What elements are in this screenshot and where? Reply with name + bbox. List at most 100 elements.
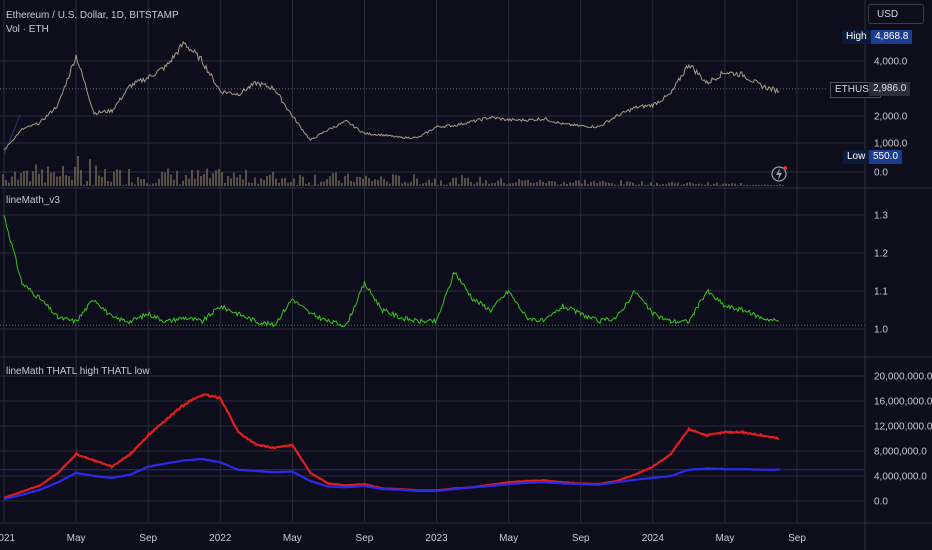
volume-bar bbox=[692, 183, 694, 186]
volume-bar bbox=[635, 185, 637, 186]
thatl-low-line[interactable] bbox=[3, 457, 781, 501]
volume-bar bbox=[158, 178, 160, 186]
volume-bar bbox=[560, 184, 562, 186]
volume-bar bbox=[20, 173, 22, 186]
volume-bar bbox=[566, 183, 568, 186]
volume-bar bbox=[713, 183, 715, 186]
volume-bar bbox=[764, 184, 766, 186]
ratio-line[interactable] bbox=[3, 215, 780, 328]
volume-bar bbox=[284, 177, 286, 186]
volume-bar bbox=[83, 184, 85, 186]
volume-bar bbox=[23, 171, 25, 186]
volume-bar bbox=[464, 178, 466, 186]
volume-bar bbox=[206, 168, 208, 186]
time-axis[interactable]: 2021 May Sep 2022 May Sep 2023 May Sep 2024 May Sep bbox=[0, 533, 806, 544]
volume-bar bbox=[71, 179, 73, 186]
time-tick-label: Sep bbox=[788, 533, 806, 544]
volume-bar bbox=[380, 176, 382, 186]
volume-bar bbox=[542, 181, 544, 186]
volume-bar bbox=[53, 172, 55, 186]
volume-bar bbox=[260, 178, 262, 186]
volume-bar bbox=[200, 176, 202, 186]
volume-bar bbox=[494, 182, 496, 186]
volume-bar bbox=[767, 185, 769, 186]
volume-bar bbox=[257, 183, 259, 186]
volume-bar bbox=[611, 183, 613, 186]
volume-bar bbox=[677, 182, 679, 186]
volume-bar bbox=[17, 179, 19, 186]
ratio-tick-label: 1.2 bbox=[874, 249, 888, 260]
volume-bar bbox=[452, 177, 454, 186]
volume-bar bbox=[740, 183, 742, 186]
volume-bar bbox=[182, 180, 184, 186]
lightning-icon[interactable] bbox=[771, 166, 787, 182]
volume-bar bbox=[629, 181, 631, 186]
volume-bar bbox=[242, 179, 244, 186]
volume-bar bbox=[209, 178, 211, 186]
volume-bar bbox=[584, 179, 586, 186]
time-tick-label: May bbox=[499, 533, 518, 544]
volume-bar bbox=[302, 176, 304, 186]
price-tick-label: 0.0 bbox=[874, 168, 888, 179]
low-value-tag: 550.0 bbox=[869, 150, 903, 164]
volume-bar bbox=[335, 172, 337, 186]
volume-bar bbox=[296, 185, 298, 186]
volume-bar bbox=[239, 174, 241, 186]
volume-bar bbox=[125, 184, 127, 186]
volume-bar bbox=[662, 184, 664, 186]
volume-bar bbox=[248, 182, 250, 186]
volume-bar bbox=[359, 177, 361, 186]
ratio-pane[interactable] bbox=[0, 215, 865, 328]
price-pane[interactable] bbox=[0, 40, 828, 186]
volume-bar bbox=[275, 178, 277, 186]
volume-bar bbox=[2, 174, 4, 186]
volume-bar bbox=[404, 181, 406, 186]
volume-bar bbox=[431, 182, 433, 186]
volume-bar bbox=[167, 168, 169, 186]
volume-bar bbox=[332, 173, 334, 186]
volume-bar bbox=[140, 179, 142, 186]
volume-bar bbox=[704, 184, 706, 186]
volume-bar bbox=[596, 183, 598, 186]
volume-bar bbox=[152, 183, 154, 186]
volume-bar bbox=[527, 179, 529, 186]
volume-bar bbox=[587, 184, 589, 186]
volume-bar bbox=[461, 175, 463, 186]
price-tick-label: 1,000.0 bbox=[874, 139, 908, 150]
volume-bar bbox=[170, 174, 172, 186]
volume-bar bbox=[26, 170, 28, 186]
thatl-tick-label: 4,000,000.0 bbox=[874, 472, 927, 483]
volume-bar bbox=[131, 182, 133, 186]
volume-bar bbox=[86, 180, 88, 186]
volume-bar bbox=[650, 182, 652, 186]
volume-bar bbox=[134, 184, 136, 186]
volume-bar bbox=[362, 178, 364, 186]
thatl-high-line[interactable] bbox=[3, 393, 780, 499]
time-tick-label: 2022 bbox=[209, 533, 232, 544]
volume-bar bbox=[143, 179, 145, 186]
volume-bar bbox=[44, 182, 46, 186]
thatl-tick-label: 20,000,000.0 bbox=[874, 372, 932, 383]
volume-bar bbox=[578, 180, 580, 186]
volume-bar bbox=[272, 171, 274, 186]
volume-bar bbox=[554, 181, 556, 186]
volume-bar bbox=[47, 166, 49, 186]
thatl-pane[interactable] bbox=[0, 393, 865, 501]
volume-bar bbox=[422, 183, 424, 186]
volume-bar bbox=[278, 182, 280, 186]
volume-bar bbox=[392, 174, 394, 186]
volume-bar bbox=[656, 182, 658, 186]
volume-bar bbox=[194, 178, 196, 186]
price-axis[interactable]: 0.0 1,000.0 2,000.0 4,000.0 1.0 1.1 1.2 1.3 0.0 4… bbox=[874, 57, 932, 508]
price-line[interactable] bbox=[3, 40, 780, 151]
volume-bar bbox=[383, 178, 385, 186]
volume-bar bbox=[512, 183, 514, 186]
volume-bar bbox=[269, 174, 271, 186]
volume-bar bbox=[215, 170, 217, 186]
thatl-tick-label: 8,000,000.0 bbox=[874, 447, 927, 458]
currency-button[interactable]: USD bbox=[868, 4, 924, 24]
volume-bar bbox=[719, 184, 721, 186]
price-tick-label: 2,000.0 bbox=[874, 112, 908, 123]
volume-bar bbox=[707, 182, 709, 186]
